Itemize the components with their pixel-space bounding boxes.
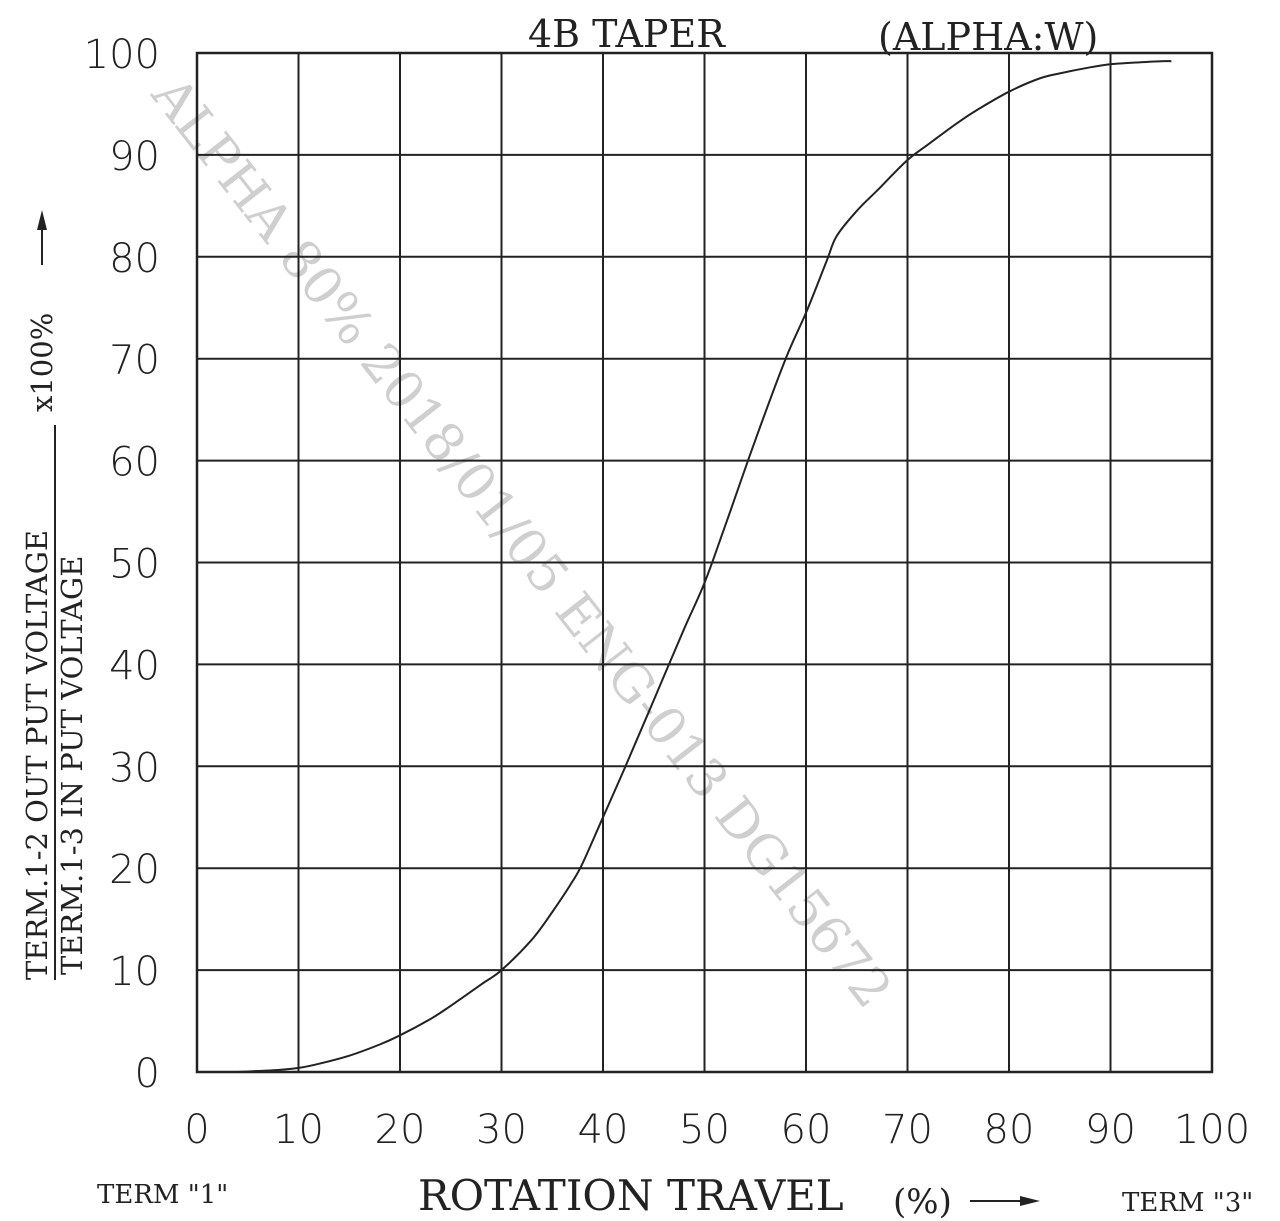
- x-tick-label: 100: [1174, 1107, 1250, 1153]
- y-tick-label: 30: [109, 745, 160, 791]
- y-tick-label: 80: [109, 236, 160, 282]
- plot-frame: [195, 51, 1214, 1074]
- x-axis-label: ROTATION TRAVEL: [418, 1171, 844, 1220]
- x-axis-unit: (%): [893, 1182, 952, 1221]
- x-tick-label: 10: [273, 1107, 324, 1153]
- y-tick-label: 60: [109, 440, 160, 486]
- term-3-label: TERM "3": [1122, 1188, 1253, 1218]
- term-1-label: TERM "1": [97, 1180, 228, 1210]
- x-tick-label: 80: [984, 1107, 1035, 1153]
- y-tick-labels: 0 10 20 30 40 50 60 70 80 90 100: [84, 32, 160, 1097]
- chart-subtitle: (ALPHA:W): [878, 15, 1098, 59]
- y-tick-label: 100: [84, 32, 160, 78]
- y-tick-label: 90: [109, 134, 160, 180]
- x-tick-label: 30: [476, 1107, 527, 1153]
- taper-curve: [237, 60, 1172, 1073]
- x-tick-labels: 0 10 20 30 40 50 60 70 80 90 100: [184, 1107, 1250, 1153]
- x-tick-label: 70: [882, 1107, 933, 1153]
- plot-grid: [195, 51, 1214, 1074]
- x-axis-arrow: [970, 1196, 1040, 1206]
- y-tick-label: 20: [109, 847, 160, 893]
- y-axis-factor: x100%: [25, 313, 59, 412]
- x-tick-label: 90: [1085, 1107, 1136, 1153]
- x-tick-label: 40: [578, 1107, 629, 1153]
- x-tick-label: 60: [781, 1107, 832, 1153]
- y-tick-label: 0: [135, 1051, 160, 1097]
- chart-title: 4B TAPER: [528, 12, 726, 56]
- x-tick-label: 50: [679, 1107, 730, 1153]
- y-tick-label: 50: [109, 542, 160, 588]
- watermark: ALPHA 80% 2018/01/05 ENG-013 DG15672: [139, 65, 903, 1019]
- y-axis-label-denominator: TERM.1-3 IN PUT VOLTAGE: [55, 556, 89, 975]
- y-tick-label: 10: [109, 949, 160, 995]
- x-tick-label: 20: [375, 1107, 426, 1153]
- x-tick-label: 0: [184, 1107, 209, 1153]
- y-tick-label: 70: [109, 338, 160, 384]
- y-axis-arrowhead: [37, 210, 47, 230]
- y-tick-label: 40: [109, 643, 160, 689]
- y-axis-label-numerator: TERM.1-2 OUT PUT VOLTAGE: [20, 530, 54, 980]
